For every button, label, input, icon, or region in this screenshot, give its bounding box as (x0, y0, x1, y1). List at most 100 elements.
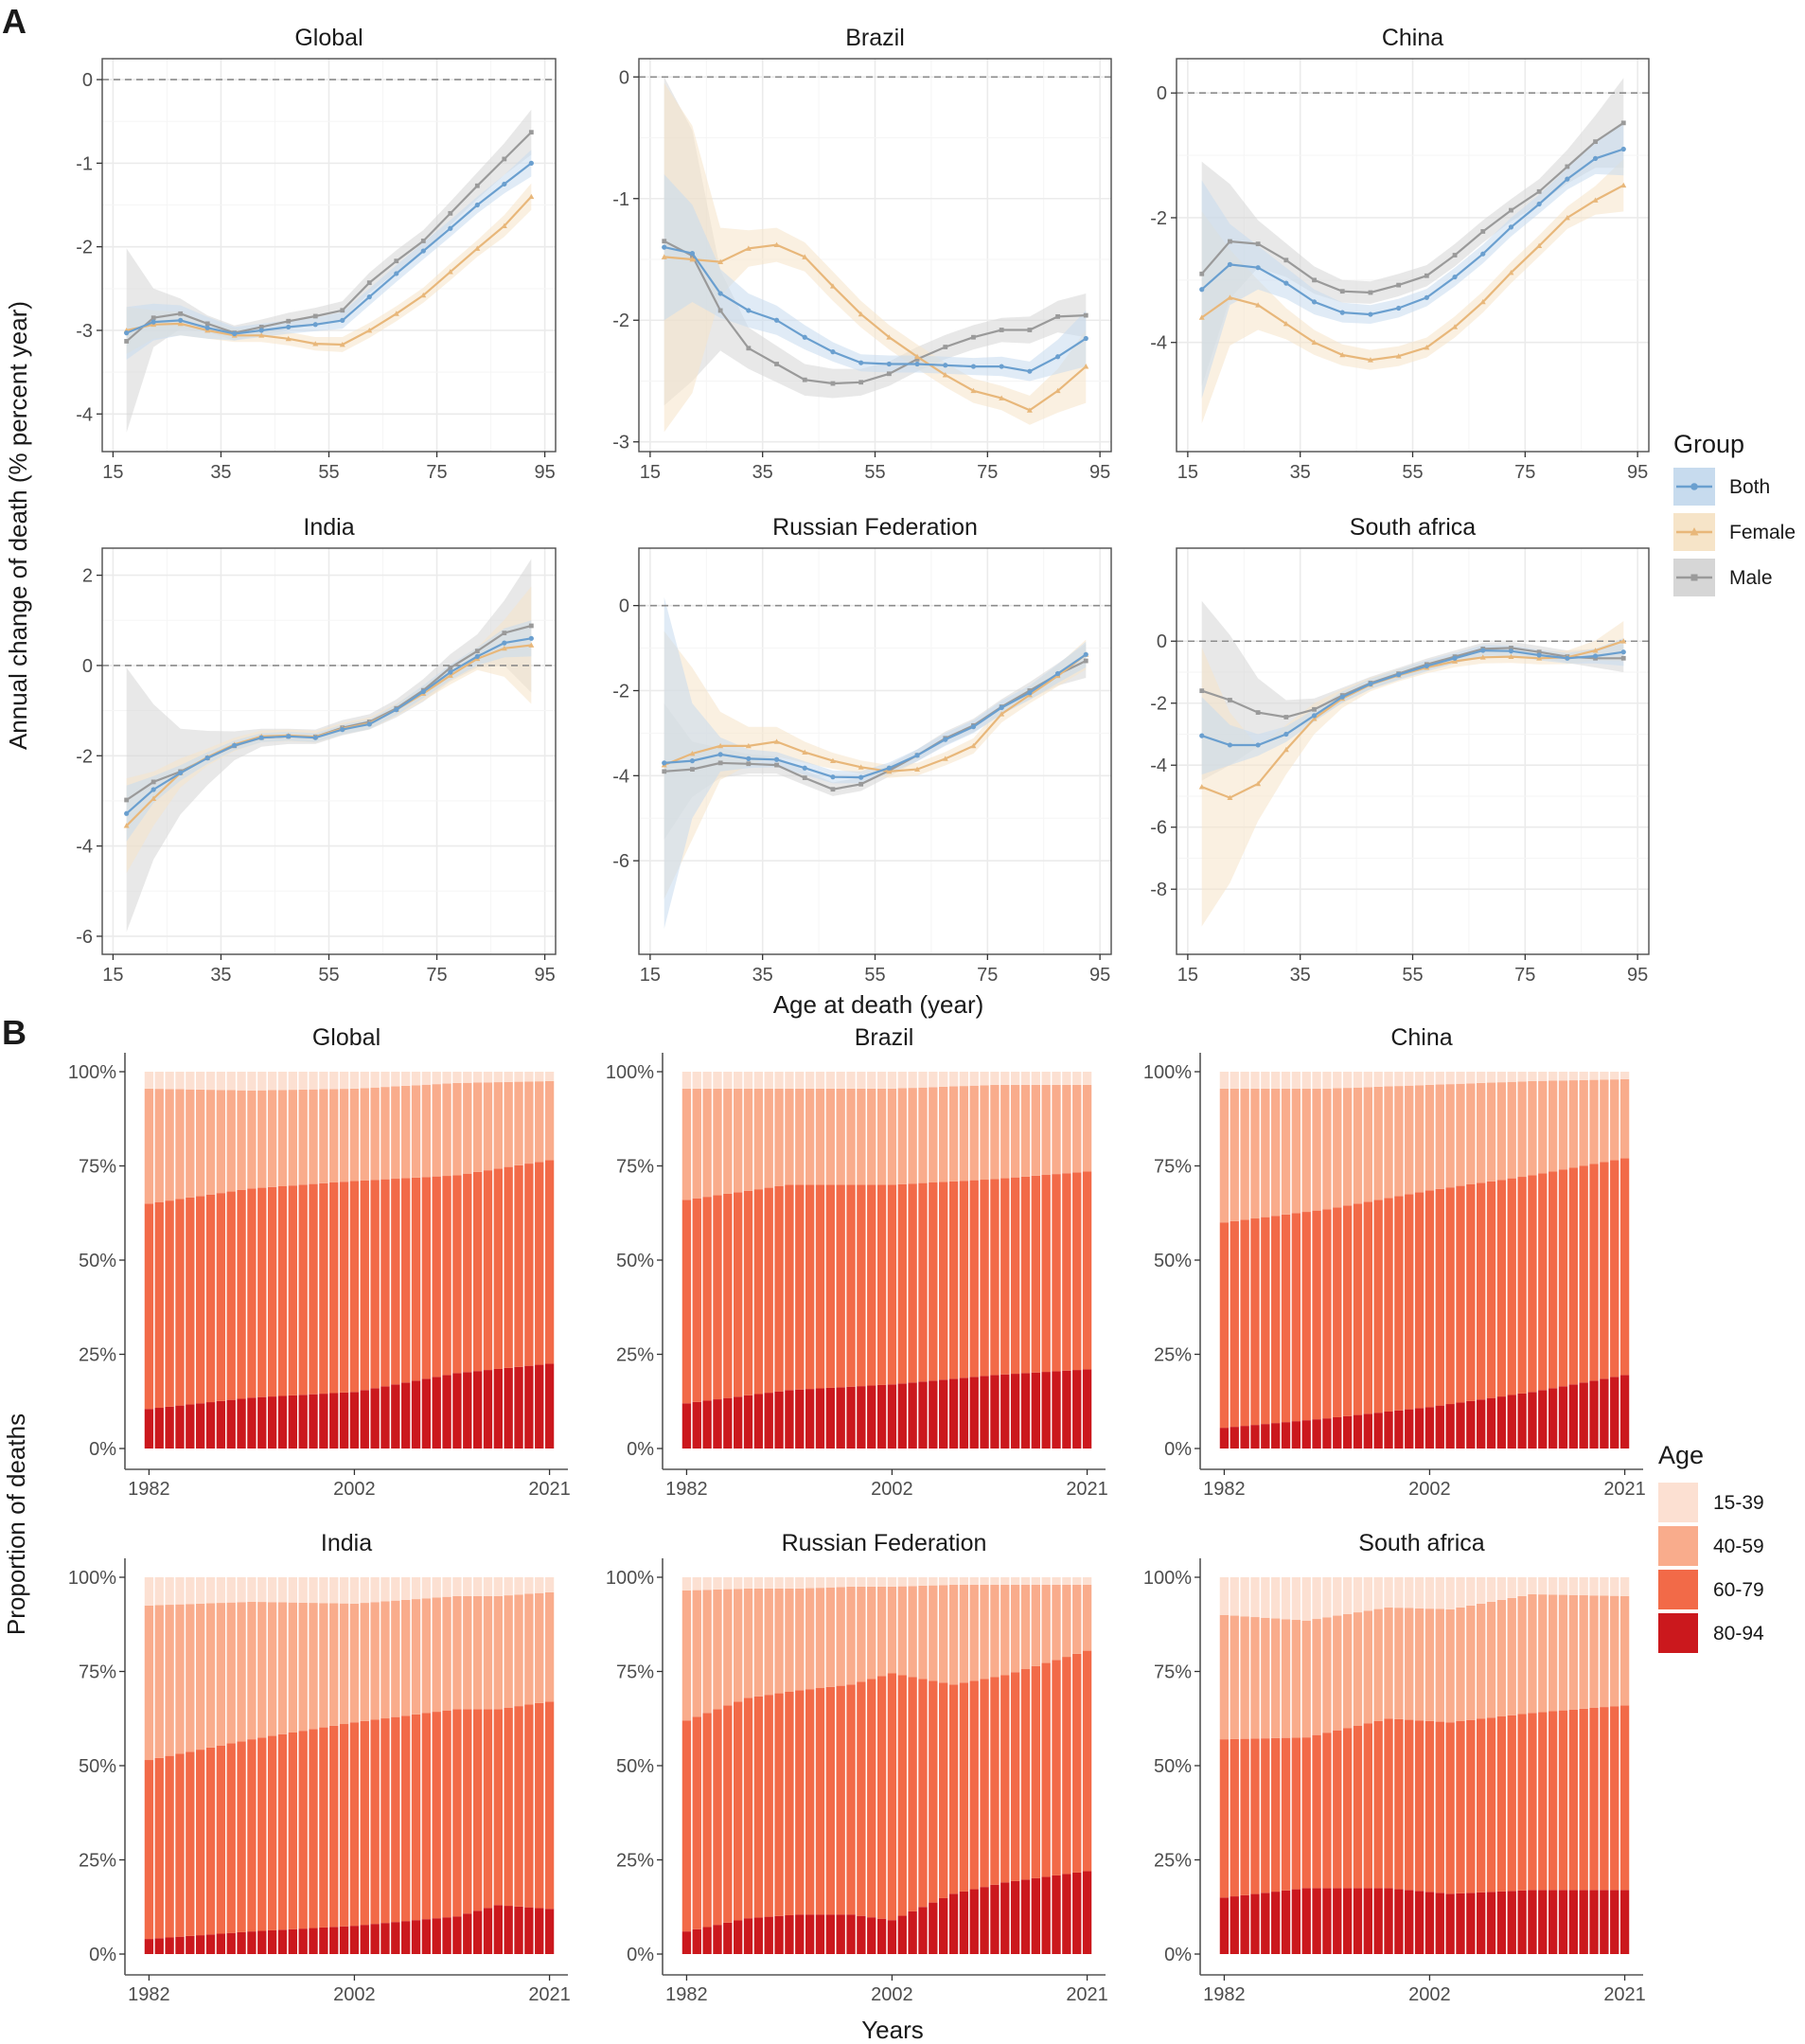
data-point (1227, 742, 1233, 748)
bar-2021-80-94 (1619, 1890, 1630, 1954)
bar-1996-60-79 (1363, 1723, 1372, 1889)
bar-1990-60-79 (1301, 1737, 1311, 1889)
bar-1999-80-94 (1394, 1889, 1404, 1954)
bar-2011-15-39 (1517, 1072, 1527, 1082)
data-point (1565, 164, 1570, 169)
bar-2008-80-94 (1486, 1892, 1496, 1954)
data-point (502, 181, 507, 187)
bar-2007-40-59 (401, 1085, 411, 1179)
bar-2013-60-79 (463, 1173, 472, 1373)
bar-2012-60-79 (1528, 1175, 1537, 1393)
bar-1998-60-79 (1384, 1718, 1393, 1889)
data-point (1424, 344, 1430, 350)
bar-1998-15-39 (1384, 1072, 1393, 1087)
data-point (394, 271, 399, 276)
bar-1994-15-39 (1342, 1072, 1353, 1089)
bar-1984-40-59 (165, 1089, 174, 1201)
bar-1991-15-39 (774, 1577, 784, 1589)
bar-2020-60-79 (1072, 1653, 1082, 1873)
y-tick-label: 0% (89, 1439, 116, 1460)
data-point (124, 810, 130, 816)
legend-key-female: Female (1673, 513, 1796, 551)
bar-2008-60-79 (948, 1684, 959, 1894)
bar-1984-15-39 (702, 1072, 712, 1089)
bar-1990-60-79 (226, 1743, 236, 1933)
bar-1983-80-94 (692, 1401, 701, 1449)
bar-1986-40-59 (1261, 1088, 1270, 1218)
data-point (830, 381, 836, 386)
bar-2009-80-94 (1496, 1891, 1507, 1954)
bar-2010-40-59 (432, 1084, 441, 1177)
bar-2018-80-94 (514, 1906, 523, 1954)
bar-1985-40-59 (713, 1589, 722, 1710)
bar-1993-40-59 (1333, 1615, 1342, 1731)
bar-1993-80-94 (1333, 1416, 1342, 1449)
bar-2016-80-94 (1031, 1372, 1040, 1449)
bar-2011-80-94 (442, 1917, 451, 1954)
bar-1999-15-39 (1394, 1072, 1404, 1087)
x-tick-label: 2002 (333, 1984, 376, 2005)
bar-2021-80-94 (544, 1909, 555, 1954)
bar-2001-80-94 (339, 1392, 349, 1449)
series-line-male (1201, 647, 1624, 719)
bar-2005-15-39 (1456, 1072, 1465, 1084)
bar-2012-80-94 (1528, 1392, 1537, 1449)
bar-2004-80-94 (370, 1924, 380, 1954)
bar-2003-60-79 (360, 1180, 369, 1391)
data-point (943, 363, 948, 368)
x-tick-label: 35 (752, 462, 773, 483)
bar-1989-40-59 (216, 1603, 226, 1746)
bar-2001-80-94 (1414, 1408, 1425, 1449)
bar-2004-80-94 (908, 1382, 917, 1449)
bar-1995-15-39 (1353, 1577, 1363, 1613)
data-point (662, 239, 667, 244)
bar-2002-60-79 (349, 1722, 360, 1927)
bar-2012-15-39 (990, 1577, 1000, 1585)
bar-1984-60-79 (1240, 1738, 1249, 1895)
bar-2014-40-59 (1548, 1080, 1558, 1172)
bar-2020-80-94 (1610, 1377, 1619, 1449)
bar-1985-40-59 (1250, 1088, 1260, 1219)
data-point (1479, 654, 1486, 660)
bar-1996-40-59 (825, 1587, 835, 1687)
bar-2018-60-79 (514, 1164, 523, 1367)
bar-1991-80-94 (237, 1931, 246, 1954)
bar-1989-60-79 (753, 1189, 764, 1395)
bar-2015-40-59 (483, 1595, 493, 1710)
data-point (1255, 710, 1261, 715)
bar-2007-80-94 (401, 1382, 411, 1449)
bar-2015-40-59 (1020, 1584, 1031, 1670)
bar-2019-40-59 (1062, 1584, 1071, 1658)
bar-1984-15-39 (702, 1577, 712, 1591)
bar-2008-40-59 (411, 1085, 421, 1178)
bar-2016-80-94 (493, 1368, 503, 1449)
x-tick-label: 35 (210, 965, 231, 986)
bar-1993-80-94 (795, 1389, 805, 1449)
bar-2017-60-79 (1579, 1708, 1588, 1891)
bar-2001-80-94 (1414, 1891, 1425, 1954)
bar-chart-china: 0% 25% 50% 75% 100% 1982 2002 2021 China (1143, 1024, 1646, 1500)
bar-2014-60-79 (472, 1171, 483, 1372)
x-tick-label: 95 (1089, 462, 1110, 483)
bar-1988-15-39 (1281, 1072, 1291, 1089)
bar-2002-40-59 (887, 1586, 897, 1674)
bar-1984-15-39 (1240, 1072, 1249, 1089)
data-point (1620, 182, 1627, 188)
bar-2021-40-59 (1619, 1078, 1630, 1159)
legend-swatch (1658, 1570, 1698, 1609)
bar-2007-15-39 (401, 1072, 411, 1086)
bar-1982-40-59 (681, 1088, 692, 1200)
bar-2004-60-79 (370, 1719, 380, 1925)
bar-1988-80-94 (1281, 1890, 1291, 1954)
bar-2001-60-79 (339, 1724, 349, 1927)
bar-2021-80-94 (544, 1363, 555, 1449)
x-tick-label: 1982 (128, 1984, 170, 2005)
bar-2014-60-79 (1010, 1672, 1020, 1881)
y-tick-label: -4 (1150, 333, 1167, 354)
data-point (745, 742, 752, 749)
bar-2010-80-94 (969, 1889, 979, 1954)
data-point (773, 756, 780, 762)
bar-1991-80-94 (774, 1915, 784, 1954)
bar-1988-15-39 (743, 1577, 753, 1589)
panel-b-label: B (2, 1013, 27, 1052)
